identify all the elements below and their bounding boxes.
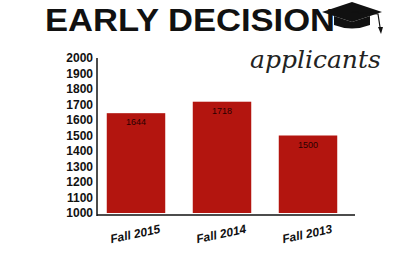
y-tick-label: 1300 — [66, 160, 93, 174]
y-tick-label: 2000 — [66, 51, 93, 65]
bar — [279, 136, 337, 214]
chart: EARLY DECISION applicants 10001100 12001300… — [0, 0, 400, 256]
y-tick-label: 1900 — [66, 67, 93, 81]
y-axis — [96, 58, 98, 216]
y-tick-label: 1400 — [66, 144, 93, 158]
y-tick-label: 1200 — [66, 175, 93, 189]
y-tick-label: 1100 — [67, 191, 93, 205]
background — [0, 0, 400, 256]
x-tick-label: Fall 2015 — [109, 222, 162, 246]
y-tick-label: 1600 — [66, 113, 93, 127]
x-axis — [97, 214, 355, 216]
data-label: 1718 — [212, 106, 232, 116]
title: EARLY DECISION — [45, 3, 335, 38]
bar — [193, 102, 251, 213]
cap-tassel-end — [378, 27, 383, 34]
bars — [107, 102, 337, 213]
cap-tassel — [352, 12, 380, 27]
cap-base — [334, 16, 370, 29]
data-label: 1644 — [126, 117, 146, 127]
y-tick-label: 1700 — [66, 98, 93, 112]
cap-icon — [322, 2, 383, 34]
y-tick-label: 1800 — [66, 82, 93, 96]
subtitle: applicants — [250, 45, 381, 74]
x-tick-label: Fall 2014 — [195, 222, 248, 246]
x-tick-label: Fall 2013 — [281, 222, 334, 246]
bar — [107, 113, 165, 213]
data-label: 1500 — [298, 140, 318, 150]
y-tick-label: 1500 — [66, 129, 93, 143]
y-tick-label: 1000 — [66, 206, 93, 220]
